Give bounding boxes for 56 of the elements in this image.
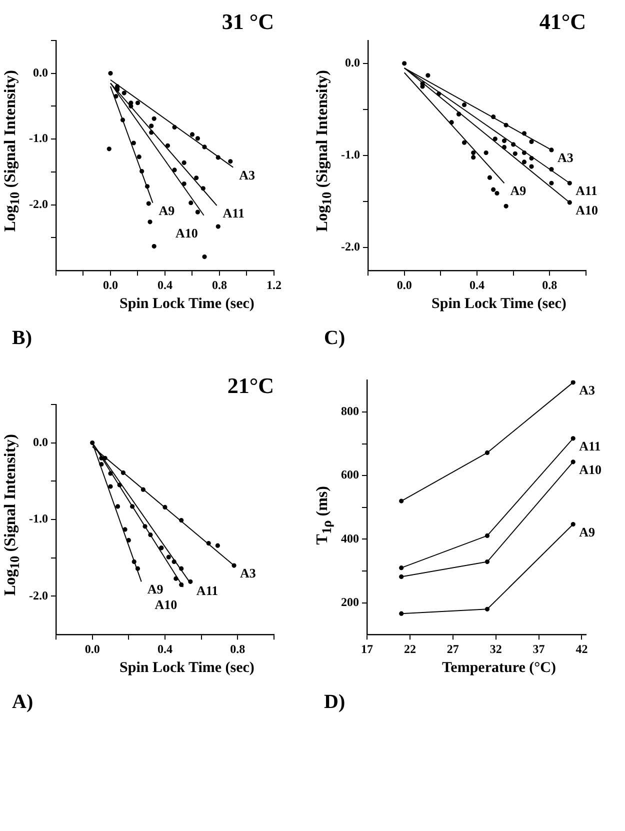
- x-tick-label: 0.0: [102, 278, 118, 292]
- x-tick-label: 0.8: [212, 278, 227, 292]
- x-tick-label: 0.0: [396, 278, 412, 292]
- x-tick-label: 1.2: [266, 278, 282, 292]
- y-tick-label: 0.0: [32, 65, 48, 80]
- chart-title: 21°C: [227, 372, 274, 398]
- x-tick-label: 0.0: [84, 642, 100, 656]
- x-tick-label: 37: [532, 642, 545, 656]
- x-tick-label: 42: [576, 642, 588, 656]
- y-tick-label: 200: [341, 594, 359, 609]
- y-tick-label: 800: [341, 404, 359, 418]
- y-tick-label: -2.0: [340, 240, 360, 254]
- series-label: A10: [579, 462, 602, 477]
- x-tick-label: 0.4: [158, 278, 172, 292]
- series-label: A10: [154, 597, 178, 612]
- x-axis-title: Spin Lock Time (sec): [430, 296, 568, 313]
- chart-title: 31 °C: [222, 8, 274, 34]
- text: A): [11, 690, 34, 715]
- y-tick-label: 0.0: [344, 56, 360, 70]
- series-label: A11: [222, 205, 244, 220]
- series-label: A3: [239, 167, 256, 182]
- y-tick-label: 600: [341, 468, 359, 482]
- series-label: A9: [158, 202, 176, 218]
- text: C): [323, 326, 346, 351]
- chart-title: 41°C: [539, 8, 586, 34]
- series-label: A3: [557, 150, 574, 165]
- series-label: A11: [196, 583, 218, 598]
- x-tick-label: 22: [404, 642, 416, 656]
- y-tick-label: -1.0: [28, 131, 48, 146]
- series-label: A3: [240, 566, 256, 581]
- y-tick-label: 400: [341, 531, 359, 546]
- series-label: A10: [576, 202, 598, 218]
- series-label: A11: [579, 438, 601, 454]
- series-label: A10: [175, 225, 198, 240]
- series-label: A11: [576, 183, 598, 198]
- series-label: A9: [579, 524, 596, 540]
- series-label: A9: [510, 183, 527, 198]
- x-tick-label: 0.4: [158, 642, 172, 656]
- x-axis-title: Temperature (°C): [441, 660, 557, 677]
- x-tick-label: 27: [446, 642, 459, 656]
- text: B): [11, 326, 33, 351]
- x-tick-label: 17: [361, 642, 373, 656]
- series-label: A9: [147, 582, 164, 597]
- series-label: A3: [579, 382, 596, 398]
- x-axis-title: Spin Lock Time (sec): [118, 660, 256, 677]
- y-tick-label: -2.0: [28, 196, 48, 211]
- y-tick-label: 0.0: [32, 434, 48, 449]
- x-tick-label: 0.4: [470, 278, 484, 292]
- x-tick-label: 32: [490, 642, 502, 656]
- y-tick-label: -2.0: [28, 588, 48, 602]
- x-tick-label: 0.8: [542, 278, 558, 292]
- y-tick-label: -1.0: [340, 148, 360, 162]
- text: D): [323, 690, 346, 715]
- x-axis-title: Spin Lock Time (sec): [118, 296, 256, 313]
- y-tick-label: -1.0: [28, 512, 48, 526]
- x-tick-label: 0.8: [230, 642, 246, 656]
